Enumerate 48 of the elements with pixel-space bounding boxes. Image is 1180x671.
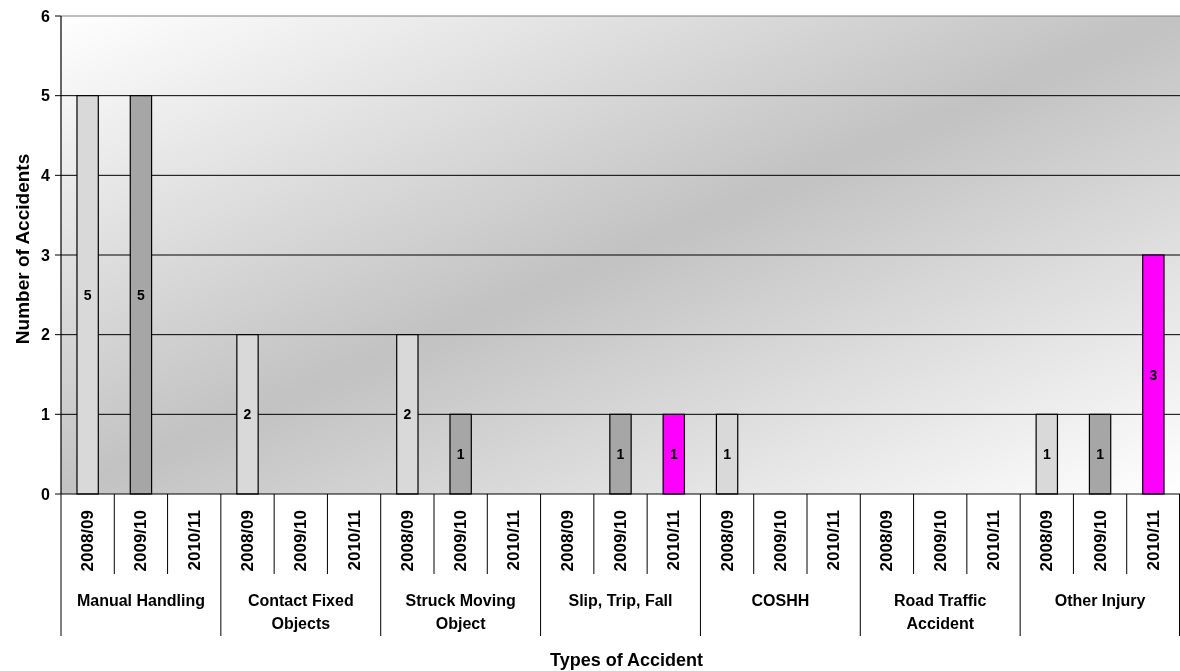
y-tick-label: 2 — [41, 326, 51, 344]
data-label: 3 — [1149, 366, 1158, 383]
data-label: 1 — [456, 446, 465, 463]
y-tick-label: 6 — [41, 7, 51, 25]
data-label: 1 — [1042, 446, 1051, 463]
text: 2008/09 — [78, 510, 98, 572]
x-tick-label: COSHH — [751, 592, 810, 609]
text: 2009/10 — [770, 510, 790, 572]
text: 2008/09 — [717, 510, 737, 572]
y-tick-label: 4 — [41, 166, 51, 184]
data-label: 1 — [616, 446, 625, 463]
text: 2009/10 — [451, 510, 471, 572]
data-label: 1 — [669, 446, 678, 463]
text: 2009/10 — [1090, 510, 1110, 572]
x-axis-title: Types of Accident — [549, 650, 704, 670]
text: 2008/09 — [557, 510, 577, 572]
x-tick-label: Struck Moving Object — [405, 592, 516, 632]
text: 2010/11 — [344, 510, 364, 571]
text: 2009/10 — [930, 510, 950, 572]
x-tick-label: Other Injury — [1054, 592, 1146, 609]
data-label: 2 — [403, 406, 412, 423]
text: 2010/11 — [824, 510, 844, 571]
x-tick-label: Contact Fixed Objects — [247, 592, 354, 632]
data-label: 2 — [243, 406, 252, 423]
text: 2009/10 — [131, 510, 151, 572]
x-tick-label: Road Traffic Accident — [893, 592, 987, 632]
text: 2008/09 — [1037, 510, 1057, 572]
y-tick-label: 1 — [41, 405, 51, 423]
data-label: 1 — [1096, 446, 1105, 463]
data-label: 5 — [137, 286, 146, 303]
y-tick-label: 5 — [41, 87, 51, 105]
text: 2010/11 — [184, 510, 204, 571]
x-tick-label: Manual Handling — [76, 592, 205, 609]
y-tick-label: 3 — [41, 246, 51, 264]
text: 2010/11 — [504, 510, 524, 571]
data-label: 5 — [83, 286, 92, 303]
text: 2008/09 — [877, 510, 897, 572]
text: 2008/09 — [397, 510, 417, 572]
text: 2010/11 — [664, 510, 684, 571]
text: 2010/11 — [984, 510, 1003, 571]
text: 2010/11 — [1143, 510, 1163, 571]
y-axis-title: Number of Accidents — [11, 153, 33, 345]
data-label: 1 — [723, 446, 732, 463]
x-tick-label: Slip, Trip, Fall — [568, 592, 673, 609]
text: 2009/10 — [611, 510, 630, 572]
y-tick-label: 0 — [41, 485, 51, 503]
text: 2009/10 — [291, 510, 311, 572]
text: 2008/09 — [238, 510, 257, 572]
